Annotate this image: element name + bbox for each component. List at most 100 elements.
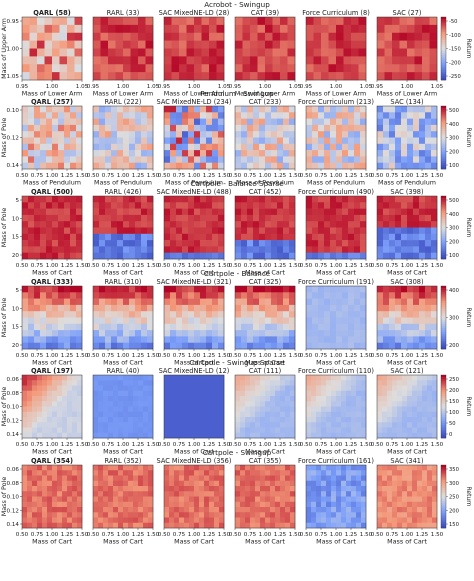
heatmap-cell — [259, 124, 266, 132]
heatmap-cell — [354, 233, 361, 241]
heatmap-cell — [346, 522, 352, 529]
heatmap-cell — [123, 330, 130, 337]
heatmap-cell — [361, 486, 367, 492]
heatmap-cell — [164, 427, 170, 434]
x-tick-label: 0.75 — [173, 173, 186, 179]
heatmap-cell — [265, 221, 272, 228]
heatmap-cell — [128, 496, 134, 503]
heatmap-cell — [164, 118, 171, 126]
heatmap-cell — [214, 401, 220, 407]
heatmap-cell — [402, 417, 408, 423]
heatmap-cell — [280, 432, 286, 439]
heatmap-cell — [407, 143, 414, 151]
heatmap-cell — [235, 227, 242, 235]
heatmap-cell — [271, 137, 278, 145]
heatmap-cell — [265, 465, 271, 471]
heatmap-cell — [44, 32, 53, 41]
heatmap-cell — [361, 491, 367, 497]
heatmap-cell — [330, 233, 337, 241]
heatmap-cell — [283, 304, 290, 312]
heatmap-cell — [42, 486, 48, 492]
heatmap-cell — [360, 304, 367, 312]
heatmap-cell — [99, 124, 106, 132]
heatmap-cell — [147, 214, 154, 222]
heatmap-cell — [387, 480, 393, 487]
heatmap-cell — [170, 118, 177, 126]
heatmap-cell — [247, 286, 254, 293]
heatmap-cell — [204, 432, 210, 439]
x-tick-label: 1.50 — [289, 532, 302, 538]
heatmap-cell — [148, 406, 154, 413]
heatmap-cell — [235, 304, 242, 312]
heatmap-cell — [341, 507, 347, 513]
heatmap-cell — [326, 401, 332, 407]
heatmap-cell — [306, 507, 312, 513]
heatmap-cell — [141, 202, 148, 209]
heatmap-cell — [27, 411, 33, 418]
heatmap-cell — [147, 330, 154, 337]
heatmap-cell — [346, 507, 352, 513]
x-tick-label: 0.75 — [315, 263, 328, 269]
heatmap-cell — [111, 208, 118, 216]
heatmap-cell — [240, 417, 246, 423]
heatmap-cell — [212, 292, 219, 299]
heatmap-cell — [413, 156, 420, 163]
heatmap-cell — [271, 240, 278, 247]
heatmap-cell — [117, 246, 124, 253]
heatmap-cell — [103, 406, 109, 413]
heatmap-cell — [341, 486, 347, 492]
heatmap-cell — [182, 298, 189, 306]
heatmap-cell — [148, 470, 154, 476]
heatmap-cell — [93, 323, 100, 331]
heatmap-cell — [259, 118, 266, 126]
heatmap-cell — [387, 422, 393, 428]
heatmap-cell — [46, 162, 53, 170]
heatmap-cell — [67, 411, 73, 418]
heatmap-cell — [141, 124, 148, 132]
heatmap-cell — [27, 480, 33, 487]
heatmap-cell — [76, 286, 83, 293]
heatmap-cell — [377, 417, 383, 423]
heatmap-cell — [289, 162, 296, 170]
heatmap-cell — [219, 501, 225, 508]
heatmap-cell — [346, 470, 352, 476]
heatmap-cell — [351, 470, 357, 476]
heatmap-cell — [241, 227, 248, 235]
heatmap-cell — [70, 292, 77, 299]
heatmap-cell — [76, 323, 83, 331]
heatmap-cell — [265, 214, 272, 222]
heatmap-cell — [98, 396, 104, 402]
heatmap-cell — [289, 143, 296, 151]
heatmap-cell — [52, 496, 58, 503]
heatmap-cell — [382, 401, 388, 407]
heatmap-cell — [407, 214, 414, 222]
heatmap-cell — [395, 246, 402, 253]
heatmap-cell — [103, 475, 109, 482]
heatmap-cell — [108, 422, 114, 428]
heatmap-cell — [413, 252, 420, 260]
heatmap-cell — [265, 240, 272, 247]
heatmap-cell — [348, 323, 355, 331]
heatmap-cell — [184, 385, 190, 392]
heatmap-cell — [93, 17, 101, 26]
heatmap-cell — [138, 432, 144, 439]
heatmap-cell — [113, 470, 119, 476]
heatmap-cell — [271, 143, 278, 151]
heatmap-cell — [287, 72, 296, 81]
heatmap-cell — [401, 118, 408, 126]
heatmap-cell — [342, 317, 349, 325]
heatmap-cell — [212, 342, 219, 350]
heatmap-cell — [147, 233, 154, 241]
heatmap-cell — [250, 432, 256, 439]
heatmap-cell — [324, 292, 331, 299]
heatmap-cell — [200, 336, 207, 343]
heatmap-cell — [93, 137, 100, 145]
heatmap-cell — [283, 336, 290, 343]
heatmap-cell — [212, 202, 219, 209]
heatmap-cell — [348, 336, 355, 343]
heatmap-cell — [218, 298, 225, 306]
heatmap-cell — [427, 432, 433, 439]
heatmap-cell — [289, 311, 296, 318]
